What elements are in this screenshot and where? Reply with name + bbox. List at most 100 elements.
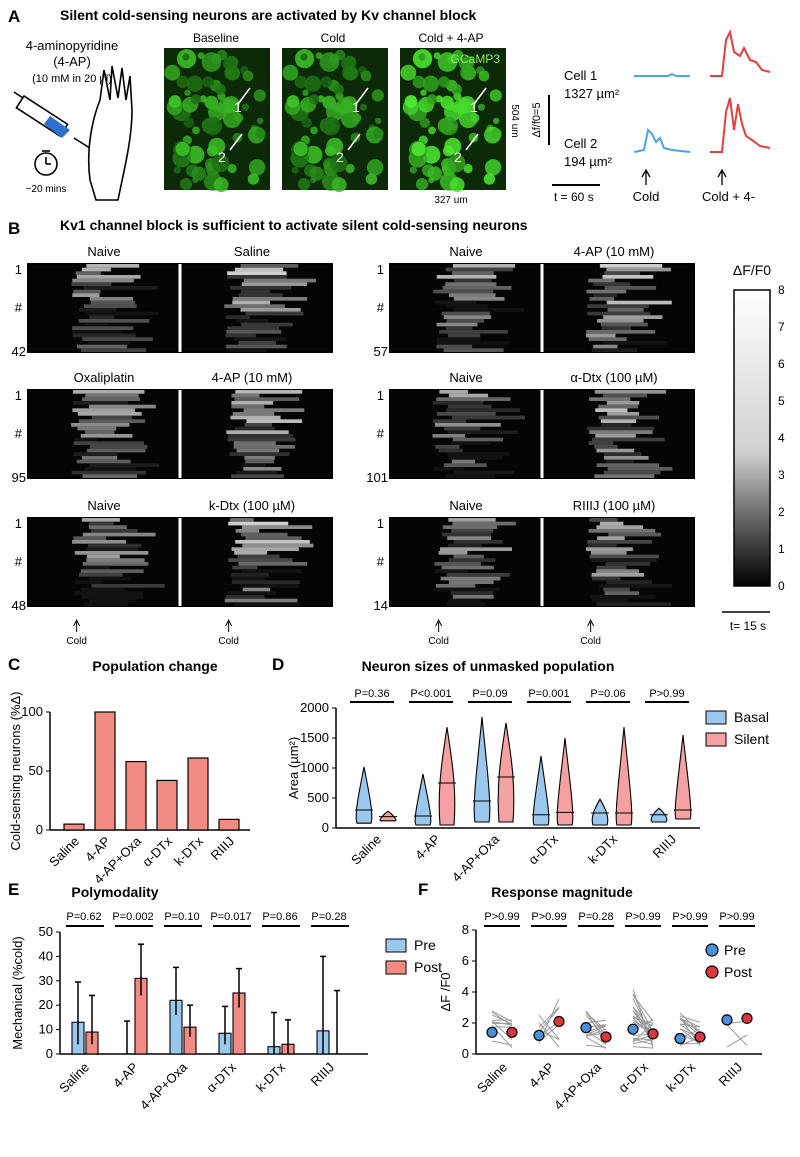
heatmap-row [604, 591, 639, 595]
heatmap-row [89, 315, 115, 319]
x-tick-label: RIIIJ [650, 832, 680, 862]
heatmap-row [73, 289, 101, 294]
neuron-cell [341, 96, 358, 113]
neuron-cell [375, 117, 382, 125]
neuron-cell [439, 116, 459, 136]
y-tick-label: 2 [462, 1015, 469, 1030]
x-tick-label: k-DTx [171, 833, 206, 868]
heatmap-row [86, 558, 145, 562]
arrow-icon [473, 87, 487, 105]
neuron-cell [215, 84, 226, 95]
heatmap-row [603, 587, 630, 592]
image-height-label: 504 um [509, 104, 520, 137]
heatmap-row [71, 282, 112, 286]
heatmap-row [443, 315, 492, 319]
p-value: P=0.06 [590, 688, 625, 700]
heatmap-row [591, 348, 638, 352]
row-label-first: 1 [15, 262, 22, 277]
neuron-cell [241, 103, 249, 111]
heatmap-row [84, 602, 128, 606]
scale-y-label: Δf/f0=5 [531, 102, 543, 137]
heatmap-row [591, 437, 665, 442]
y-tick-label: 20 [39, 997, 53, 1012]
bar [187, 757, 209, 831]
chart-neuron-sizes: D Neuron sizes of unmasked population 0 500… [272, 655, 769, 885]
panel-letter: D [272, 655, 284, 674]
heatmap-row [437, 341, 510, 345]
heatmap-row [224, 304, 285, 308]
p-value: P=0.09 [472, 688, 507, 700]
arrow-icon [237, 87, 251, 105]
heatmap-row [440, 576, 501, 581]
heatmap-row [588, 278, 615, 283]
y-tick-label: 40 [39, 948, 53, 963]
heatmap-row [81, 518, 120, 522]
heatmap-row [607, 308, 644, 312]
heatmap-row [442, 286, 512, 290]
heatmap-row [72, 540, 126, 544]
heatmap-row [240, 308, 301, 312]
heatmap-row [239, 584, 299, 588]
heatmap-row [452, 437, 504, 442]
x-tick-label: Saline [474, 1060, 510, 1096]
heatmap-row [597, 319, 644, 323]
neuron-cell [444, 137, 462, 155]
heatmap-row [230, 415, 281, 420]
heatmap-row [227, 437, 296, 442]
heatmap-row [234, 397, 300, 401]
neuron-cell [232, 132, 243, 143]
heatmap-row [607, 412, 639, 416]
heatmap-row [245, 311, 304, 316]
chart-title: Response magnitude [491, 884, 633, 900]
heatmap-row [599, 264, 663, 268]
colorbar-title: ΔF/F0 [733, 262, 771, 278]
heatmap-row [82, 474, 138, 478]
pair-line [585, 1010, 607, 1036]
heatmap-row [242, 543, 314, 548]
heatmap-row [75, 271, 101, 275]
neuron-cell [373, 128, 384, 139]
panel-a-letter: A [8, 7, 20, 26]
stim-cold-4ap-label: Cold + 4- [702, 189, 755, 204]
pair-line [726, 1034, 748, 1048]
heatmap-row [589, 518, 618, 522]
heatmap-row [599, 584, 673, 588]
heatmap-row [594, 445, 618, 449]
heatmap-row [88, 525, 127, 529]
neuron-cell [301, 117, 312, 128]
neuron-cell [176, 75, 189, 89]
x-tick-label: 4-AP [412, 832, 443, 863]
y-tick-label: 30 [39, 973, 53, 988]
image-cold: Cold [282, 31, 388, 193]
heatmap-right-label: RIIIJ (100 µM) [573, 498, 656, 513]
heatmap-row [82, 456, 118, 460]
heatmap-row [238, 341, 276, 345]
heatmap-row [235, 390, 303, 394]
heatmap-row [608, 532, 662, 537]
heatmap-row [445, 474, 495, 478]
legend-label: Basal [734, 709, 769, 725]
row-label-n: 101 [366, 470, 388, 485]
heatmap-row [435, 569, 468, 573]
row-label-mid: # [377, 426, 385, 441]
heatmap-row [245, 536, 302, 540]
heatmap-row [606, 401, 640, 405]
heatmap-row [586, 547, 633, 551]
heatmaps: Naive Saline 1 #42 Naive 4-AP (10 mM) 1 #57 Oxal… [12, 244, 695, 647]
neuron-cell [315, 52, 323, 60]
neuron-cell [420, 89, 427, 96]
neuron-cell [190, 94, 202, 105]
heatmap-row [231, 474, 284, 478]
heatmap-1: Naive Saline 1 #42 [12, 244, 333, 359]
heatmap-row [228, 558, 293, 562]
heatmap-row [441, 311, 490, 316]
trace-cell2-cold-4ap [710, 97, 771, 153]
heatmap-row [86, 448, 146, 453]
neuron-cell [470, 113, 480, 123]
heatmap-row [241, 569, 302, 573]
pre-point [721, 1014, 733, 1026]
x-tick-label: Saline [56, 1060, 92, 1096]
pair-line [679, 1023, 701, 1028]
pair-line [632, 993, 654, 1033]
violin [414, 773, 432, 826]
